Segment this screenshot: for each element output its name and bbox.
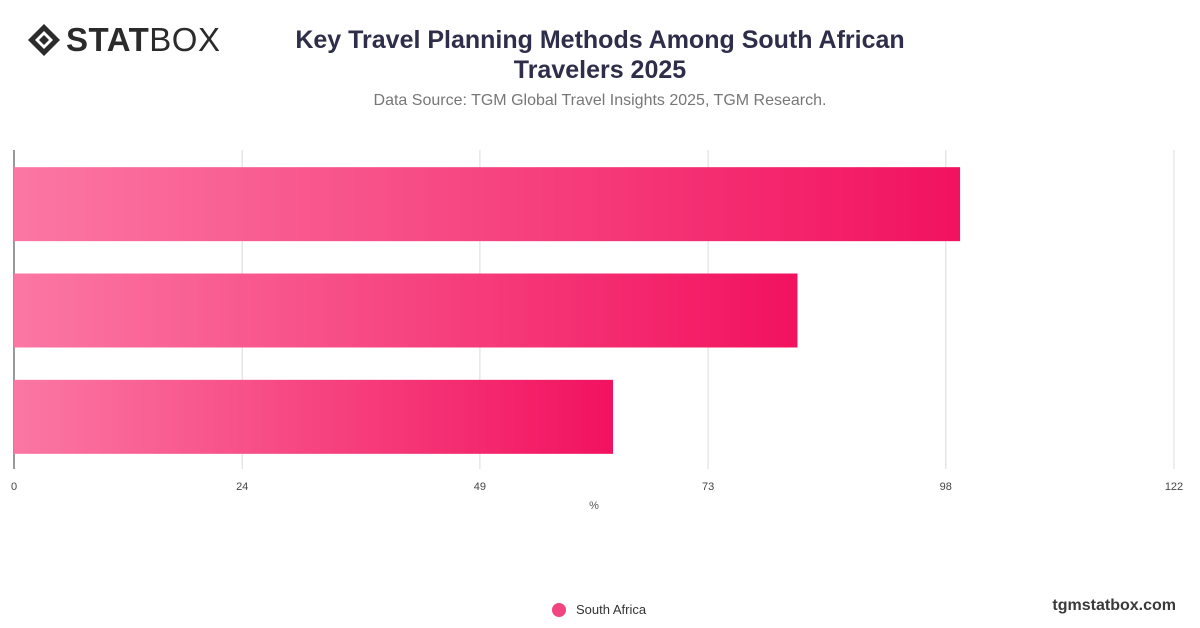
bar[interactable] (14, 167, 961, 242)
x-tick-label: 73 (702, 481, 714, 493)
logo-wordmark-light: BOX (149, 21, 221, 58)
x-tick-label: 49 (474, 481, 486, 493)
chart-subtitle: Data Source: TGM Global Travel Insights … (373, 92, 827, 109)
legend[interactable]: South Africa (552, 602, 646, 617)
statbox-logo: STATBOX (26, 22, 220, 58)
bar-chart: 0 24 49 73 98 122 % (11, 150, 1183, 512)
chart-title: Key Travel Planning Methods Among South … (295, 26, 905, 84)
x-tick-label: 98 (940, 481, 952, 493)
bar[interactable] (14, 273, 798, 348)
logo-wordmark: STATBOX (66, 22, 220, 58)
x-tick-label: 0 (11, 481, 17, 493)
legend-marker (552, 602, 566, 617)
logo-wordmark-bold: STAT (66, 21, 150, 58)
x-tick-label: 122 (1165, 481, 1183, 493)
legend-label: South Africa (576, 602, 647, 617)
x-axis-label: % (589, 500, 599, 512)
statbox-logo-icon (28, 24, 60, 56)
x-tick-label: 24 (236, 481, 248, 493)
bar[interactable] (14, 379, 614, 454)
site-url: tgmstatbox.com (1052, 597, 1176, 614)
